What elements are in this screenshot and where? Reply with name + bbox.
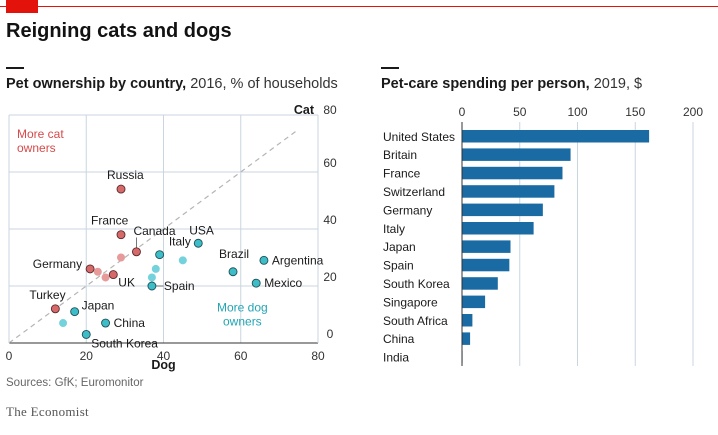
bar-category-label: Japan — [383, 240, 416, 254]
bar-category-label: India — [383, 351, 409, 365]
scatter-y-axis-label: Cat — [294, 103, 315, 117]
scatter-subtitle: 2016, % of households — [190, 76, 338, 92]
scatter-title: Pet ownership by country, — [6, 76, 187, 92]
bar-category-label: Switzerland — [383, 185, 445, 199]
brand-logo-text: The Economist — [6, 404, 89, 419]
scatter-point-label: Brazil — [219, 247, 249, 261]
scatter-point — [116, 184, 126, 194]
scatter-point — [228, 267, 238, 277]
bar-mark — [462, 314, 473, 327]
bar-mark — [462, 203, 543, 217]
scatter-point-label: USA — [189, 223, 214, 237]
scatter-point — [81, 330, 91, 339]
bar-subtitle: 2019, $ — [593, 76, 643, 92]
scatter-x-tick-label: 20 — [80, 349, 94, 363]
bar-category-label: Singapore — [383, 295, 438, 309]
source-note: Sources: GfK; Euromonitor — [6, 377, 144, 389]
bar-mark — [462, 258, 510, 272]
scatter-point-label: France — [91, 214, 129, 228]
bar-category-label: South Africa — [383, 314, 448, 328]
bar-mark — [462, 148, 571, 161]
scatter-point-label: Italy — [169, 234, 191, 248]
bar-mark — [462, 185, 555, 198]
scatter-point-label: Russia — [107, 168, 144, 182]
bar-x-tick-label: 50 — [513, 105, 527, 119]
scatter-y-tick-label: 40 — [323, 213, 337, 227]
scatter-point — [85, 264, 95, 274]
bar-category-label: Spain — [383, 259, 414, 273]
bar-category-label: Britain — [383, 148, 417, 162]
bar-mark — [462, 130, 650, 143]
more-cat-owners-label: More cat — [17, 127, 64, 141]
scatter-point — [116, 230, 126, 240]
scatter-point — [117, 253, 126, 262]
bar-x-tick-label: 100 — [567, 105, 587, 119]
scatter-point — [132, 247, 141, 257]
scatter-point-label: China — [114, 316, 146, 330]
bar-category-label: South Korea — [383, 277, 450, 291]
scatter-point — [193, 238, 203, 248]
bar-category-label: Germany — [383, 203, 432, 217]
bar-mark — [462, 240, 511, 253]
scatter-diagonal-line — [8, 128, 300, 344]
scatter-point-label: Argentina — [272, 253, 324, 267]
scatter-point-label: Germany — [33, 257, 82, 271]
bar-x-tick-label: 0 — [459, 105, 466, 119]
bar-x-tick-label: 200 — [683, 105, 703, 119]
scatter-x-tick-label: 0 — [6, 349, 13, 363]
scatter-point — [50, 304, 60, 314]
scatter-point — [147, 281, 157, 291]
right-chart-title: Pet-care spending per person, 2019, $ — [381, 76, 642, 92]
scatter-point — [151, 264, 160, 273]
left-chart-title: Pet ownership by country, 2016, % of hou… — [6, 76, 338, 92]
scatter-point — [108, 270, 118, 280]
bar-category-label: China — [383, 332, 415, 346]
bar-category-label: Italy — [383, 222, 405, 236]
bar-mark — [462, 332, 471, 345]
bar-mark — [462, 277, 498, 290]
scatter-y-tick-label: 0 — [327, 327, 334, 341]
scatter-point — [259, 255, 269, 265]
scatter-point — [155, 250, 165, 260]
scatter-y-tick-label: 80 — [323, 103, 337, 117]
scatter-point — [93, 267, 102, 276]
more-cat-owners-label: owners — [17, 141, 56, 155]
scatter-x-axis-label: Dog — [151, 358, 175, 372]
scatter-y-tick-label: 20 — [323, 270, 337, 284]
bar-mark — [462, 166, 563, 180]
scatter-y-tick-label: 60 — [323, 156, 337, 170]
scatter-x-tick-label: 40 — [157, 349, 171, 363]
bar-x-tick-label: 150 — [625, 105, 645, 119]
left-chart-rule — [6, 67, 24, 69]
bar-category-label: United States — [383, 130, 455, 144]
bar-category-label: France — [383, 167, 421, 181]
scatter-point — [101, 273, 110, 282]
scatter-point — [101, 318, 111, 328]
bar-title: Pet-care spending per person, — [381, 76, 590, 92]
scatter-point-label: Spain — [164, 279, 195, 293]
scatter-point — [178, 256, 187, 265]
headline: Reigning cats and dogs — [6, 20, 232, 42]
bar-mark — [462, 295, 486, 309]
scatter-point — [70, 307, 80, 317]
more-dog-owners-label: owners — [223, 315, 262, 329]
scatter-point — [59, 319, 68, 328]
scatter-point-label: UK — [118, 276, 135, 290]
scatter-point-label: Mexico — [264, 276, 302, 290]
more-dog-owners-label: More dog — [217, 301, 268, 315]
scatter-point — [147, 273, 156, 282]
scatter-point-label: Canada — [133, 224, 175, 238]
top-accent-rule — [0, 6, 718, 7]
scatter-x-tick-label: 60 — [234, 349, 248, 363]
scatter-point-label: Turkey — [29, 288, 65, 302]
bar-mark — [462, 222, 534, 235]
scatter-point-label: Japan — [82, 299, 115, 313]
top-accent-tag — [6, 0, 38, 13]
scatter-x-tick-label: 80 — [311, 349, 325, 363]
scatter-point-label: South Korea — [91, 336, 158, 350]
right-chart-rule — [381, 67, 399, 69]
scatter-point — [251, 278, 261, 288]
